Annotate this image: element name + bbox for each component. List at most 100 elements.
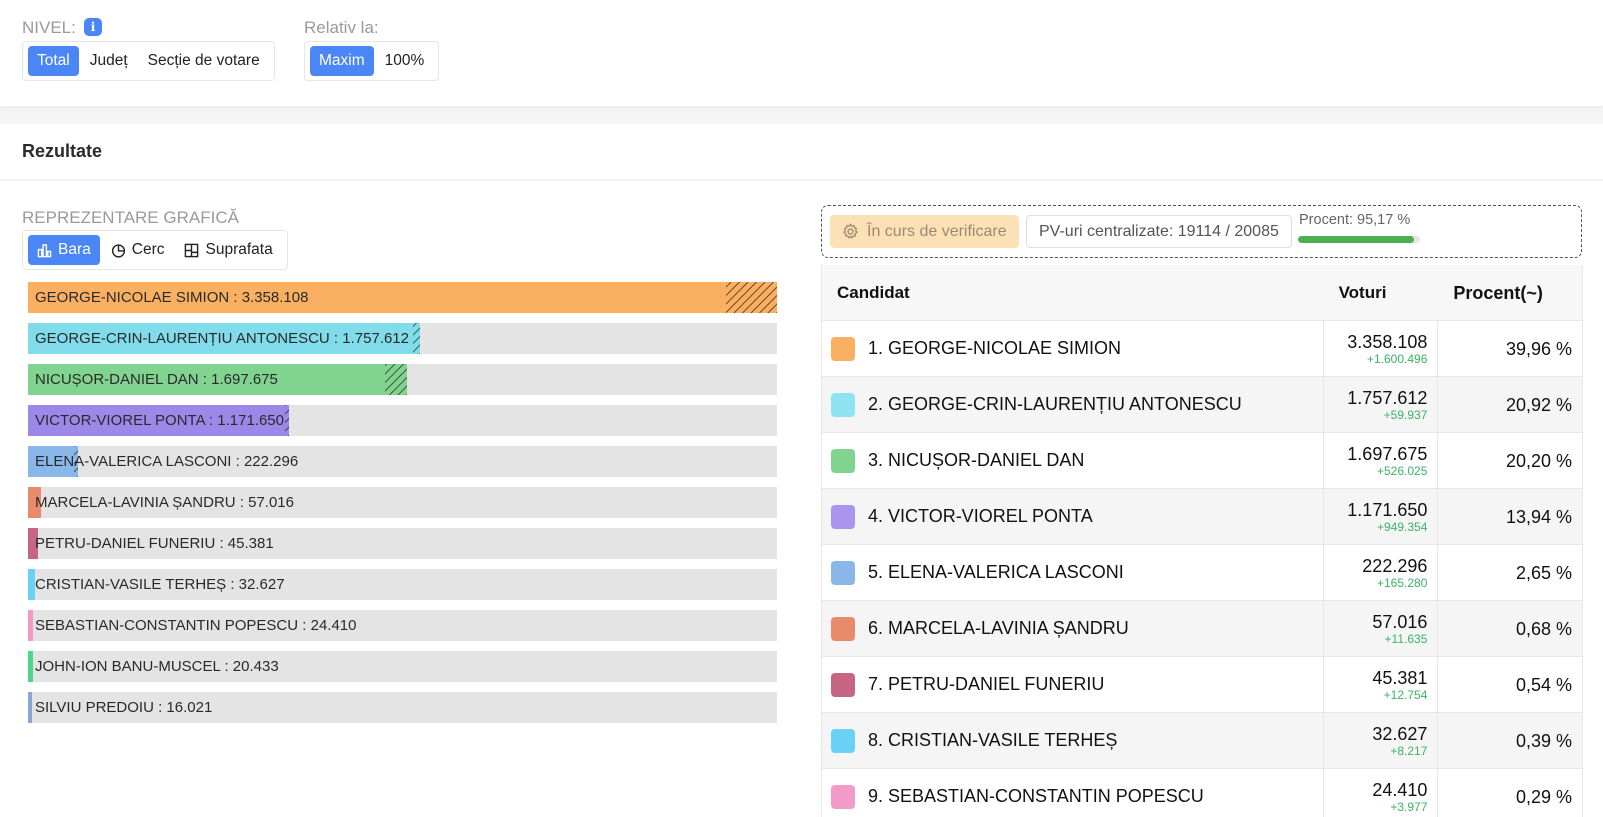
pie-chart-icon xyxy=(111,243,125,258)
candidate-name: 1. GEORGE-NICOLAE SIMION xyxy=(868,338,1122,358)
bar-row[interactable]: ELENA-VALERICA LASCONI : 222.296 xyxy=(28,446,777,477)
percent-cell: 20,92 % xyxy=(1437,377,1582,432)
candidate-name: 3. NICUȘOR-DANIEL DAN xyxy=(868,450,1085,470)
bar-row[interactable]: CRISTIAN-VASILE TERHEȘ : 32.627 xyxy=(28,569,777,600)
votes-value: 32.627 xyxy=(1372,723,1428,744)
candidate-name: 2. GEORGE-CRIN-LAURENȚIU ANTONESCU xyxy=(868,394,1242,414)
votes-value: 3.358.108 xyxy=(1347,331,1428,352)
verification-text: În curs de verificare xyxy=(867,223,1007,240)
treemap-icon xyxy=(185,243,199,257)
votes-cell: 57.016 +11.635 xyxy=(1322,601,1438,656)
percent-cell: 13,94 % xyxy=(1437,489,1582,544)
candidate-color-swatch xyxy=(831,672,855,697)
percent-progress-fill xyxy=(1298,236,1415,243)
votes-cell: 1.757.612 +59.937 xyxy=(1322,377,1438,432)
votes-cell: 24.410 +3.977 xyxy=(1322,769,1438,817)
bar-fill xyxy=(28,651,33,682)
bar-hatch xyxy=(726,282,777,313)
votes-diff: +949.354 xyxy=(1376,519,1428,534)
table-row[interactable]: 3. NICUȘOR-DANIEL DAN 1.697.675 +526.025 20… xyxy=(822,433,1582,489)
table-row[interactable]: 9. SEBASTIAN-CONSTANTIN POPESCU 24.410 +3.… xyxy=(822,769,1582,817)
bar-hatch xyxy=(74,446,78,477)
candidate-name: 5. ELENA-VALERICA LASCONI xyxy=(868,562,1124,582)
nivel-judet-button[interactable]: Județ xyxy=(89,52,128,69)
candidate-color-swatch xyxy=(831,392,855,417)
graph-bar-label: Bara xyxy=(58,241,91,258)
bar-fill xyxy=(28,446,78,477)
candidate-name: 4. VICTOR-VIOREL PONTA xyxy=(868,506,1093,526)
bar-label: SILVIU PREDOIU : 16.021 xyxy=(35,699,213,716)
votes-diff: +1.600.496 xyxy=(1366,351,1428,366)
header-votes[interactable]: Voturi xyxy=(1338,282,1387,302)
bar-fill xyxy=(28,692,32,723)
candidate-color-swatch xyxy=(831,616,855,641)
bar-row[interactable]: GEORGE-CRIN-LAURENȚIU ANTONESCU : 1.757.… xyxy=(28,323,777,354)
bar-row[interactable]: PETRU-DANIEL FUNERIU : 45.381 xyxy=(28,528,777,559)
bar-fill xyxy=(28,405,289,436)
percent-cell: 39,96 % xyxy=(1437,321,1582,376)
candidate-color-swatch xyxy=(831,784,855,809)
graph-type-selector: Bara Cerc Suprafata xyxy=(22,230,288,270)
bar-row[interactable]: SILVIU PREDOIU : 16.021 xyxy=(28,692,777,723)
votes-diff: +12.754 xyxy=(1383,687,1428,702)
table-row[interactable]: 8. CRISTIAN-VASILE TERHEȘ 32.627 +8.217 0,3… xyxy=(822,713,1582,769)
candidate-cell: 4. VICTOR-VIOREL PONTA xyxy=(822,489,1323,544)
relativ-maxim-button[interactable]: Maxim xyxy=(310,46,374,76)
header-percent[interactable]: Procent(~) xyxy=(1453,283,1543,303)
table-row[interactable]: 6. MARCELA-LAVINIA ȘANDRU 57.016 +11.635 0,… xyxy=(822,601,1582,657)
votes-value: 57.016 xyxy=(1372,611,1428,632)
bar-hatch xyxy=(385,364,407,395)
votes-cell: 222.296 +165.280 xyxy=(1322,545,1438,600)
bar-fill xyxy=(28,282,777,313)
percent-cell: 20,20 % xyxy=(1437,433,1582,488)
relativ-100-button[interactable]: 100% xyxy=(384,52,425,69)
bar-row[interactable]: NICUȘOR-DANIEL DAN : 1.697.675 xyxy=(28,364,777,395)
bar-label: ELENA-VALERICA LASCONI : 222.296 xyxy=(35,453,299,470)
votes-cell: 32.627 +8.217 xyxy=(1322,713,1438,768)
relativ-selector: Maxim 100% xyxy=(304,41,440,81)
header-candidate[interactable]: Candidat xyxy=(837,282,910,302)
votes-value: 222.296 xyxy=(1362,555,1428,576)
votes-value: 1.171.650 xyxy=(1347,499,1428,520)
results-title: Rezultate xyxy=(22,141,103,161)
candidate-cell: 2. GEORGE-CRIN-LAURENȚIU ANTONESCU xyxy=(822,377,1323,432)
votes-diff: +11.635 xyxy=(1384,631,1428,646)
graph-label: REPREZENTARE GRAFICĂ xyxy=(22,208,239,227)
nivel-total-button[interactable]: Total xyxy=(28,46,79,76)
table-body: 1. GEORGE-NICOLAE SIMION 3.358.108 +1.600.… xyxy=(822,321,1582,817)
candidate-color-swatch xyxy=(831,560,855,585)
bar-row[interactable]: JOHN-ION BANU-MUSCEL : 20.433 xyxy=(28,651,777,682)
percent-text: Procent: 95,17 % xyxy=(1299,212,1411,228)
candidate-cell: 3. NICUȘOR-DANIEL DAN xyxy=(822,433,1323,488)
bar-row[interactable]: MARCELA-LAVINIA ȘANDRU : 57.016 xyxy=(28,487,777,518)
table-row[interactable]: 2. GEORGE-CRIN-LAURENȚIU ANTONESCU 1.757.… xyxy=(822,377,1582,433)
table-row[interactable]: 4. VICTOR-VIOREL PONTA 1.171.650 +949.354 1… xyxy=(822,489,1582,545)
bar-fill xyxy=(28,528,38,559)
info-icon[interactable]: i xyxy=(84,18,102,36)
results-table: Candidat Voturi Procent(~) 1. GEORGE-NIC… xyxy=(821,265,1583,817)
graph-area-button[interactable]: Suprafata xyxy=(175,235,281,265)
nivel-label: NIVEL: xyxy=(22,18,76,37)
table-row[interactable]: 7. PETRU-DANIEL FUNERIU 45.381 +12.754 0,54… xyxy=(822,657,1582,713)
votes-diff: +165.280 xyxy=(1376,575,1428,590)
table-row[interactable]: 1. GEORGE-NICOLAE SIMION 3.358.108 +1.600.… xyxy=(822,321,1582,377)
table-header: Candidat Voturi Procent(~) xyxy=(822,265,1582,321)
bar-label: NICUȘOR-DANIEL DAN : 1.697.675 xyxy=(35,371,278,388)
candidate-cell: 8. CRISTIAN-VASILE TERHEȘ xyxy=(822,713,1323,768)
bar-row[interactable]: SEBASTIAN-CONSTANTIN POPESCU : 24.410 xyxy=(28,610,777,641)
graph-circle-label: Cerc xyxy=(131,241,165,258)
gear-icon xyxy=(843,223,858,239)
nivel-sectie-button[interactable]: Secție de votare xyxy=(147,52,260,69)
graph-bar-button[interactable]: Bara xyxy=(28,235,100,265)
candidate-name: 7. PETRU-DANIEL FUNERIU xyxy=(868,674,1105,694)
bar-label: JOHN-ION BANU-MUSCEL : 20.433 xyxy=(35,658,279,675)
candidate-name: 8. CRISTIAN-VASILE TERHEȘ xyxy=(868,730,1118,750)
candidate-color-swatch xyxy=(831,448,855,473)
bar-row[interactable]: VICTOR-VIOREL PONTA : 1.171.650 xyxy=(28,405,777,436)
candidate-cell: 1. GEORGE-NICOLAE SIMION xyxy=(822,321,1323,376)
bar-row[interactable]: GEORGE-NICOLAE SIMION : 3.358.108 xyxy=(28,282,777,313)
table-row[interactable]: 5. ELENA-VALERICA LASCONI 222.296 +165.280… xyxy=(822,545,1582,601)
percent-cell: 0,29 % xyxy=(1437,769,1582,817)
percent-cell: 0,39 % xyxy=(1437,713,1582,768)
graph-circle-button[interactable]: Cerc xyxy=(102,235,174,265)
